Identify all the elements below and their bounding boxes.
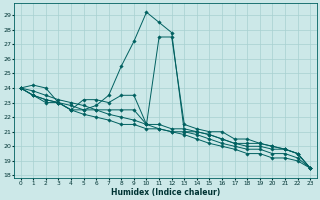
X-axis label: Humidex (Indice chaleur): Humidex (Indice chaleur) — [111, 188, 220, 197]
